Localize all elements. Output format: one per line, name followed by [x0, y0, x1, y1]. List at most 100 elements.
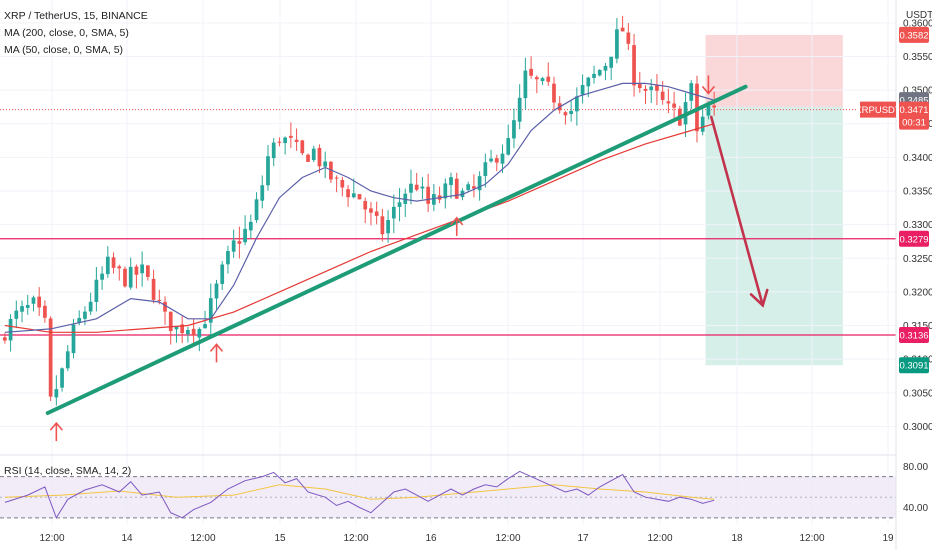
candle-body: [517, 97, 522, 122]
candle: [575, 87, 579, 126]
candle-body: [237, 241, 242, 244]
legend-rsi[interactable]: RSI (14, close, SMA, 14, 2): [4, 465, 131, 477]
candle: [37, 287, 42, 317]
candle-body: [357, 194, 362, 200]
badge-bg: [899, 326, 929, 343]
candle-body: [151, 278, 156, 300]
price-tick-label: 0.3000: [903, 422, 932, 433]
legend-ma200[interactable]: MA (200, close, 0, SMA, 5): [4, 27, 129, 39]
candle-body: [65, 351, 70, 369]
candle: [25, 294, 30, 315]
candle: [283, 136, 287, 155]
candle-body: [100, 273, 104, 280]
chart-legend[interactable]: XRP / TetherUS, 15, BINANCE MA (200, clo…: [4, 10, 148, 477]
candle: [100, 266, 104, 290]
time-tick-label: 16: [425, 533, 437, 544]
candle: [306, 153, 310, 163]
candle: [426, 173, 430, 213]
candle: [420, 177, 425, 200]
time-tick-label: 12:00: [39, 533, 64, 544]
candle-body: [197, 328, 202, 338]
candle-body: [620, 27, 625, 32]
candle: [260, 175, 265, 209]
candle: [20, 300, 24, 323]
candle: [94, 266, 99, 312]
time-tick-label: 12:00: [495, 533, 520, 544]
candle: [231, 229, 236, 258]
candle-body: [643, 88, 648, 91]
legend-symbol[interactable]: XRP / TetherUS, 15, BINANCE: [4, 10, 148, 22]
badge-value: 0.3582: [899, 30, 928, 41]
candle-body: [603, 65, 608, 71]
candle-body: [363, 201, 368, 210]
arrow-head: [701, 85, 716, 95]
candle: [603, 62, 608, 81]
candle: [655, 73, 659, 106]
candle: [512, 108, 516, 149]
candle: [8, 314, 13, 352]
candle-body: [20, 306, 24, 312]
main-grid: [0, 0, 896, 525]
candle-body: [123, 268, 127, 287]
candle-body: [71, 324, 76, 354]
candle: [369, 201, 373, 226]
down-arrow-icon: [701, 75, 716, 95]
candle-body: [483, 162, 488, 176]
candle: [540, 77, 545, 85]
candle-body: [54, 389, 59, 398]
candle-body: [449, 177, 453, 186]
take-profit-zone[interactable]: [705, 106, 843, 366]
candle: [14, 300, 19, 329]
candle: [380, 208, 385, 242]
candle: [237, 226, 242, 259]
candle-body: [77, 317, 82, 323]
candle-body: [500, 153, 505, 164]
candle-body: [569, 110, 573, 115]
candle-body: [391, 206, 396, 219]
candle-body: [546, 76, 551, 82]
candle: [174, 326, 179, 343]
candle: [597, 69, 602, 77]
horizontal-levels[interactable]: [0, 109, 896, 336]
candle: [500, 144, 505, 173]
currency-label: USDT: [906, 10, 932, 21]
time-tick-label: 14: [121, 533, 133, 544]
candle: [529, 56, 533, 79]
legend-ma50[interactable]: MA (50, close, 0, SMA, 5): [4, 44, 123, 56]
time-tick-label: 12:00: [799, 533, 824, 544]
candle-body: [426, 186, 430, 204]
candle-body: [409, 183, 413, 193]
target-price-badge: 0.3091: [899, 357, 929, 374]
rsi-axis[interactable]: 80.00 40.00: [903, 462, 928, 514]
candle-body: [88, 301, 93, 312]
candle: [557, 96, 562, 114]
candle: [317, 144, 322, 174]
candle: [472, 174, 476, 198]
candle-body: [163, 301, 167, 312]
rsi-line: [4, 470, 715, 519]
candle-body: [300, 140, 305, 154]
candle: [643, 85, 648, 104]
candle: [449, 172, 453, 199]
candle-body: [477, 176, 482, 191]
trendline[interactable]: [45, 84, 748, 415]
candle-body: [506, 138, 511, 155]
candle-body: [105, 256, 110, 275]
candle: [666, 88, 671, 114]
candle: [637, 71, 642, 93]
candle: [466, 181, 471, 192]
candle-body: [329, 161, 333, 180]
candle: [534, 75, 539, 94]
candle: [186, 326, 190, 343]
candle: [483, 153, 488, 188]
candle: [83, 306, 87, 326]
candle-body: [146, 265, 150, 277]
time-axis[interactable]: 12:00 14 12:00 15 12:00 16 12:00 17 12:00 18 12:00…: [39, 533, 894, 544]
candle: [494, 154, 499, 172]
price-tick-label: 0.3200: [903, 287, 932, 298]
candle: [266, 144, 270, 191]
candle: [632, 33, 636, 97]
candle: [477, 171, 482, 201]
candle: [226, 245, 230, 274]
